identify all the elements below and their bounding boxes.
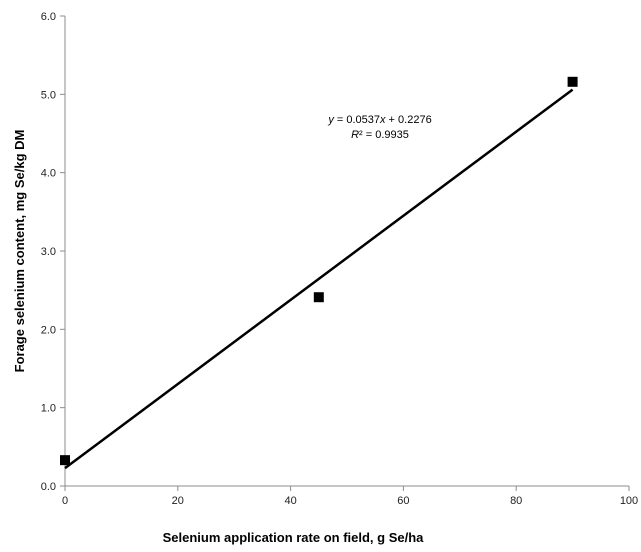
x-tick-label: 100 <box>620 495 638 507</box>
x-tick-label: 80 <box>510 495 522 507</box>
trendline-equation: y = 0.0537x + 0.2276 <box>327 114 431 126</box>
trendline <box>64 88 574 470</box>
data-point-square <box>567 76 578 87</box>
y-axis-title: Forage selenium content, mg Se/kg DM <box>12 130 27 373</box>
x-tick-label: 20 <box>172 495 184 507</box>
plot-area: 0 20 40 60 80 100 0.0 1.0 2.0 3.0 4.0 5.0 6.0 <box>41 11 638 507</box>
x-tick-label: 60 <box>397 495 409 507</box>
y-tick-label: 3.0 <box>41 246 56 258</box>
x-tick-label: 0 <box>62 495 68 507</box>
y-tick-label: 4.0 <box>41 168 56 180</box>
data-point-square <box>313 292 324 303</box>
y-tick-label: 2.0 <box>41 324 56 336</box>
x-axis-title: Selenium application rate on field, g Se… <box>163 530 425 545</box>
x-tick-label: 40 <box>284 495 296 507</box>
y-tick-label: 5.0 <box>41 89 56 101</box>
y-tick-label: 1.0 <box>41 403 56 415</box>
data-points <box>60 76 578 466</box>
y-axis-ticks: 0.0 1.0 2.0 3.0 4.0 5.0 6.0 <box>41 11 65 493</box>
x-axis-ticks: 0 20 40 60 80 100 <box>62 486 638 507</box>
y-tick-label: 6.0 <box>41 11 56 23</box>
data-point-square <box>60 455 70 466</box>
r-squared-label: R² = 0.9935 <box>351 129 409 141</box>
y-tick-label: 0.0 <box>41 481 56 493</box>
